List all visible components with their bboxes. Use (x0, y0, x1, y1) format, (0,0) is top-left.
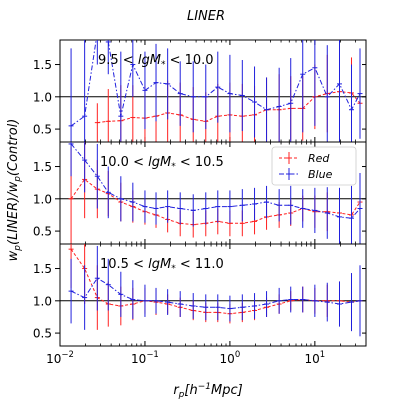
chart-title: LINER (187, 9, 225, 24)
series-line-blue (70, 143, 361, 219)
legend: Red Blue (271, 146, 357, 186)
panel-label: 10.0 < lgM* < 10.5 (100, 155, 224, 172)
panel-data (68, 142, 363, 244)
y-tick-label: 1.0 (33, 90, 52, 104)
panel-2: 0.5 1.0 1.5 10.0 < lgM* < 10.5 (33, 141, 367, 245)
panel-frame (59, 243, 367, 347)
legend-box (271, 146, 357, 186)
x-tick-label: 101 (305, 350, 326, 366)
panels: 0.5 1.0 1.5 9.5 < lgM* < 10.0 0.5 1.0 1.5 10.0 … (33, 39, 367, 347)
series-line-blue (70, 277, 361, 310)
panel-label: 9.5 < lgM* < 10.0 (98, 53, 214, 70)
x-tick-label: 10−2 (46, 350, 74, 366)
x-tick-label: 100 (220, 350, 241, 366)
panel-data (68, 244, 363, 337)
y-tick-label: 1.5 (33, 262, 52, 276)
series-line-blue (70, 40, 361, 127)
series-line-red (97, 91, 361, 124)
panel-1: 0.5 1.0 1.5 9.5 < lgM* < 10.0 (33, 39, 367, 143)
x-tick-label: 10−1 (131, 350, 159, 366)
y-axis-label: wp(LINER)/wp(Control) (6, 119, 23, 262)
panel-data (68, 40, 363, 142)
y-tick-label: 1.5 (33, 58, 52, 72)
panel-label: 10.5 < lgM* < 11.0 (100, 257, 224, 274)
legend-label-blue: Blue (308, 168, 333, 181)
y-tick-label: 0.5 (33, 123, 52, 137)
legend-label-red: Red (308, 152, 330, 165)
y-tick-label: 0.5 (33, 225, 52, 239)
series-line-red (70, 178, 361, 226)
x-axis-ticks: 10−2 10−1 100 101 (46, 350, 325, 366)
x-axis-label: rp[h−1Mpc] (173, 382, 242, 400)
y-tick-label: 1.0 (33, 192, 52, 206)
y-tick-label: 1.5 (33, 160, 52, 174)
y-tick-label: 0.5 (33, 327, 52, 341)
panel-3: 0.5 1.0 1.5 10.5 < lgM* < 11.0 (33, 243, 367, 347)
y-tick-label: 1.0 (33, 294, 52, 308)
